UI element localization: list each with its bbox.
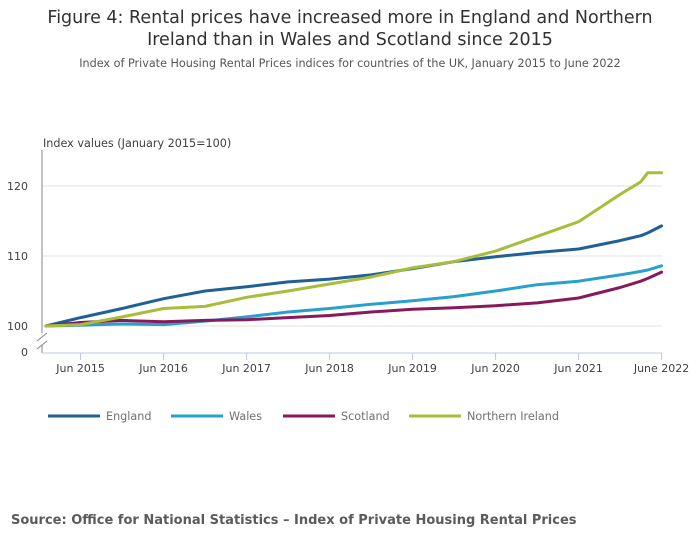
chart-title: Figure 4: Rental prices have increased m… [0, 7, 700, 51]
x-tick-label: Jun 2015 [55, 362, 105, 375]
series-lines [44, 171, 664, 328]
axes [36, 150, 663, 360]
x-tick-label: Jun 2016 [138, 362, 188, 375]
axis-break-mark [36, 340, 48, 350]
x-tick-label: Jun 2018 [304, 362, 354, 375]
gridlines [42, 185, 662, 327]
x-tick-label: Jun 2020 [470, 362, 520, 375]
series-line-scotland [44, 270, 664, 328]
x-tick-label: Jun 2019 [387, 362, 437, 375]
source-note: Source: Office for National Statistics –… [11, 513, 577, 528]
x-tick-label: Jun 2021 [553, 362, 603, 375]
legend-label: Scotland [341, 410, 390, 423]
legend-item-wales: Wales [171, 410, 262, 423]
y-axis-label: Index values (January 2015=100) [43, 137, 231, 150]
series-line-wales [44, 264, 664, 328]
y-tick-label: 0 [21, 346, 28, 359]
chart-title-line-2: Ireland than in Wales and Scotland since… [147, 30, 553, 50]
x-tick-labels: Jun 2015 Jun 2016 Jun 2017 Jun 2018 Jun 2019… [55, 362, 689, 375]
legend-item-england: England [48, 410, 151, 423]
chart-title-line-1: Figure 4: Rental prices have increased m… [47, 8, 653, 28]
legend-label: England [106, 410, 151, 423]
chart-subtitle: Index of Private Housing Rental Prices i… [79, 57, 621, 70]
series-line-northern-ireland [44, 171, 664, 328]
x-tick-label: June 2022 [633, 362, 689, 375]
x-tick-label: Jun 2017 [221, 362, 271, 375]
y-tick-label: 100 [7, 320, 28, 333]
axis-break-mark [36, 332, 48, 342]
legend-item-northern-ireland: Northern Ireland [409, 410, 559, 423]
series-line-england [44, 224, 664, 328]
y-tick-label: 120 [7, 180, 28, 193]
legend: England Wales Scotland Northern Ireland [48, 410, 559, 423]
legend-item-scotland: Scotland [283, 410, 390, 423]
y-tick-label: 110 [7, 250, 28, 263]
y-tick-labels: 0 100 110 120 [7, 180, 28, 359]
legend-label: Northern Ireland [467, 410, 559, 423]
legend-label: Wales [229, 410, 262, 423]
